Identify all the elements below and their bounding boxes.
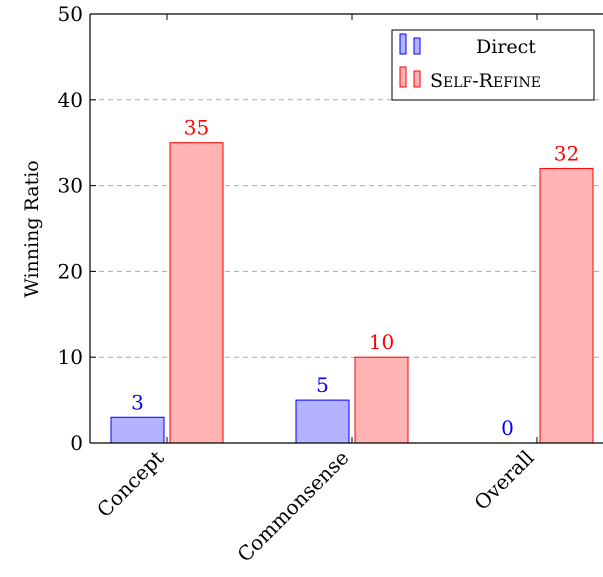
y-tick-label: 50 [58,2,83,26]
bar [354,356,409,444]
bar [169,142,224,444]
data-label: 35 [184,116,209,140]
bar [295,399,350,444]
legend-swatch-direct-1 [399,33,407,55]
y-tick-label: 10 [58,345,83,369]
data-labels: 3 35 5 10 0 32 [131,116,579,440]
axes [89,13,603,444]
x-tick-label: Commonsense [232,446,353,567]
legend-entry-direct: Direct [399,33,536,58]
y-tick-label: 40 [58,88,83,112]
legend-label-self-refine-part: ELF [443,75,473,91]
legend-label-self-refine: SELF-REFINE [430,70,541,92]
x-tick-label: Concept [92,446,168,522]
data-label: 0 [501,416,514,440]
data-label: 5 [316,373,329,397]
y-tick-label: 30 [58,174,83,198]
bars [110,142,594,444]
bar [110,416,165,444]
legend-swatch-self-refine-2 [413,70,421,88]
legend-label-direct: Direct [476,36,536,58]
legend-frame [391,29,595,101]
y-tick-label: 0 [70,431,83,455]
data-label: 32 [554,141,579,165]
x-tick-label: Overall [469,446,538,515]
data-label: 3 [131,390,144,414]
legend-swatch-direct-2 [413,37,421,55]
data-label: 10 [369,330,394,354]
legend: Direct SELF-REFINE [391,29,595,101]
y-axis-label: Winning Ratio [21,160,43,297]
legend-swatch-self-refine-1 [399,66,407,88]
legend-entry-self-refine: SELF-REFINE [399,66,541,92]
legend-label-self-refine-part: EFINE [493,75,541,91]
bar [539,167,594,444]
legend-label-self-refine-part: S [430,70,443,92]
y-tick-label: 20 [58,259,83,283]
legend-label-self-refine-part: -R [472,70,493,92]
